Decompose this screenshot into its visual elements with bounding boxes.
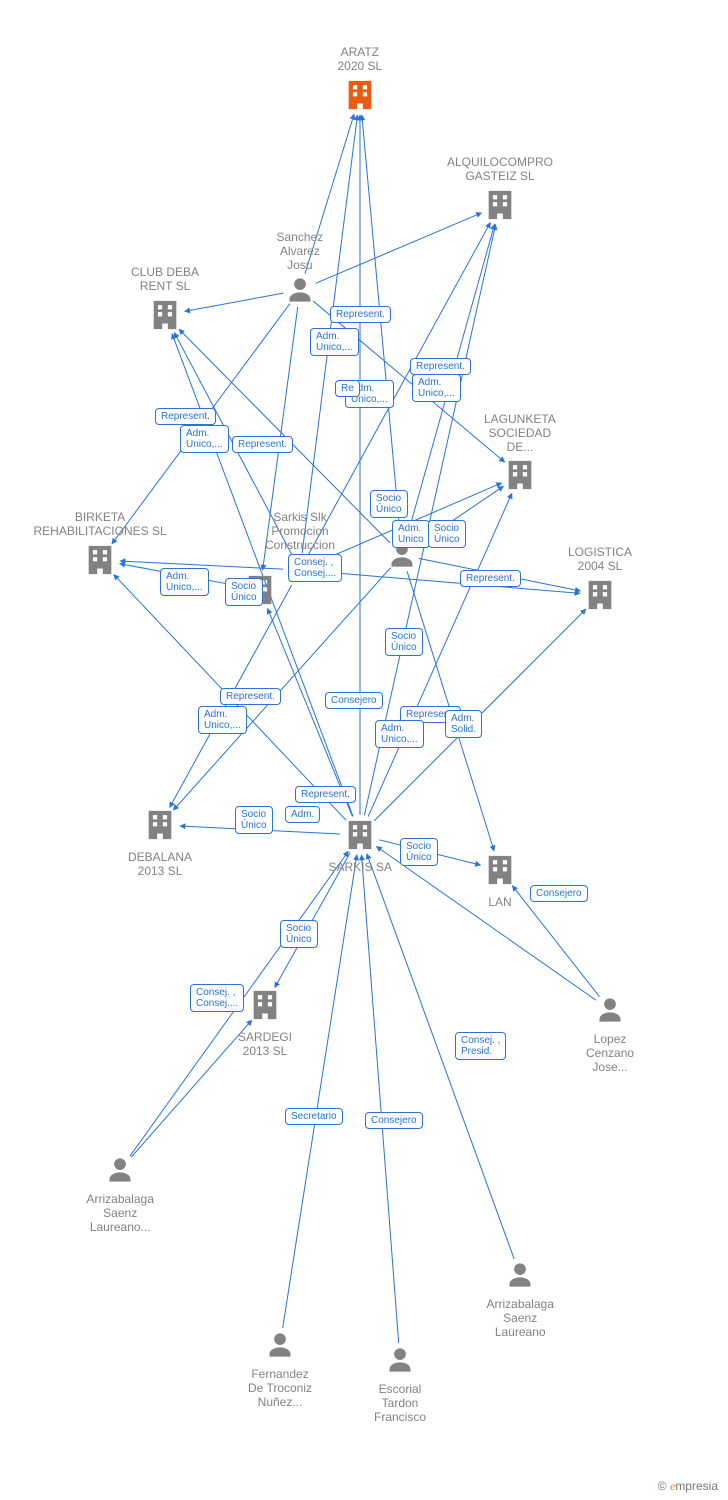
node-aratz[interactable]: ARATZ 2020 SL <box>338 46 383 117</box>
node-birketa[interactable]: BIRKETA REHABILITACIONES SL <box>34 511 167 582</box>
edge-label: Represent. <box>460 570 521 587</box>
edge <box>512 886 599 997</box>
node-arri2[interactable]: Arrizabalaga Saenz Laureano <box>487 1261 554 1340</box>
edge <box>185 293 284 311</box>
person-icon <box>374 1346 426 1379</box>
edge-label: Consejero <box>325 692 383 709</box>
edge-label: Adm. Unico,... <box>160 568 209 596</box>
edge-label: Adm. <box>285 806 320 823</box>
edge <box>317 571 580 593</box>
edge-label: Adm. Unico,... <box>412 374 461 402</box>
building-icon <box>447 188 553 227</box>
building-icon <box>484 458 556 497</box>
node-label: LAN <box>483 896 517 910</box>
node-label: Fernandez De Troconiz Nuñez... <box>248 1368 312 1409</box>
node-label: Sarkis Slk Promocion Construccion <box>265 511 335 552</box>
edge-label: Adm. Unico,... <box>375 720 424 748</box>
node-lagunketa[interactable]: LAGUNKETA SOCIEDAD DE... <box>484 413 556 498</box>
edge-label: Socio Único <box>385 628 423 656</box>
edge-label: Represent. <box>295 786 356 803</box>
building-icon <box>34 543 167 582</box>
edge-label: Represent. <box>232 436 293 453</box>
edge-label: Represent. <box>330 306 391 323</box>
node-label: ARATZ 2020 SL <box>338 46 383 74</box>
edge <box>131 1020 252 1157</box>
edge-label: Re <box>335 380 360 397</box>
person-icon <box>277 276 324 309</box>
edge-label: Adm. Solid. <box>445 710 482 738</box>
node-logistica[interactable]: LOGISTICA 2004 SL <box>568 546 632 617</box>
person-icon <box>248 1331 312 1364</box>
node-label: Arrizabalaga Saenz Laureano <box>487 1298 554 1339</box>
edge-label: Consejero <box>365 1112 423 1129</box>
node-fernandez[interactable]: Fernandez De Troconiz Nuñez... <box>248 1331 312 1410</box>
building-icon <box>238 988 292 1027</box>
node-label: DEBALANA 2013 SL <box>128 851 192 879</box>
node-label: Lopez Cenzano Jose... <box>586 1033 634 1074</box>
edge-label: Adm. Unico,... <box>198 706 247 734</box>
node-lan[interactable]: LAN <box>483 853 517 910</box>
node-label: LOGISTICA 2004 SL <box>568 546 632 574</box>
building-icon <box>329 818 392 857</box>
node-label: BIRKETA REHABILITACIONES SL <box>34 511 167 539</box>
building-icon <box>483 853 517 892</box>
node-label: Escorial Tardon Francisco <box>374 1383 426 1424</box>
building-icon <box>568 578 632 617</box>
edge-label: Adm. Unico,... <box>180 425 229 453</box>
building-icon <box>131 298 199 337</box>
edge-label: Consej. , Consej.... <box>288 554 342 582</box>
node-alquilo[interactable]: ALQUILOCOMPRO GASTEIZ SL <box>447 156 553 227</box>
edge-label: Socio Único <box>235 806 273 834</box>
edge-label: Socio Único <box>225 578 263 606</box>
edge-label: Socio Único <box>400 838 438 866</box>
edge-label: Consej. , Consej.... <box>190 984 244 1012</box>
node-label: Arrizabalaga Saenz Laureano... <box>87 1193 154 1234</box>
node-label: CLUB DEBA RENT SL <box>131 266 199 294</box>
edge-label: Adm. Unico <box>392 520 430 548</box>
person-icon <box>586 996 634 1029</box>
edge-label: Socio Único <box>428 520 466 548</box>
node-debalana[interactable]: DEBALANA 2013 SL <box>128 808 192 879</box>
edge-label: Represent. <box>220 688 281 705</box>
node-clubdeba[interactable]: CLUB DEBA RENT SL <box>131 266 199 337</box>
node-sardegi[interactable]: SARDEGI 2013 SL <box>238 988 292 1059</box>
person-icon <box>487 1261 554 1294</box>
edge-label: Secretario <box>285 1108 343 1125</box>
edge-label: Represent. <box>155 408 216 425</box>
edge-label: Socio Único <box>280 920 318 948</box>
node-lopez[interactable]: Lopez Cenzano Jose... <box>586 996 634 1075</box>
edge <box>362 855 399 1343</box>
edge-label: Adm. Unico,... <box>310 328 359 356</box>
node-arri1[interactable]: Arrizabalaga Saenz Laureano... <box>87 1156 154 1235</box>
edge <box>362 115 401 538</box>
node-sarkissa[interactable]: SARKIS SA <box>329 818 392 875</box>
node-escorial[interactable]: Escorial Tardon Francisco <box>374 1346 426 1425</box>
person-icon <box>87 1156 154 1189</box>
edge-label: Consej. , Presid. <box>455 1032 506 1060</box>
node-label: SARKIS SA <box>329 861 392 875</box>
edge-label: Socio Único <box>370 490 408 518</box>
building-icon <box>128 808 192 847</box>
node-sanchez[interactable]: Sanchez Alvarez Josu <box>277 231 324 310</box>
node-label: ALQUILOCOMPRO GASTEIZ SL <box>447 156 553 184</box>
edge-label: Consejero <box>530 885 588 902</box>
building-icon <box>338 78 383 117</box>
node-label: SARDEGI 2013 SL <box>238 1031 292 1059</box>
node-label: Sanchez Alvarez Josu <box>277 231 324 272</box>
edge-label: Represent. <box>410 358 471 375</box>
edge <box>173 568 390 810</box>
node-label: LAGUNKETA SOCIEDAD DE... <box>484 413 556 454</box>
